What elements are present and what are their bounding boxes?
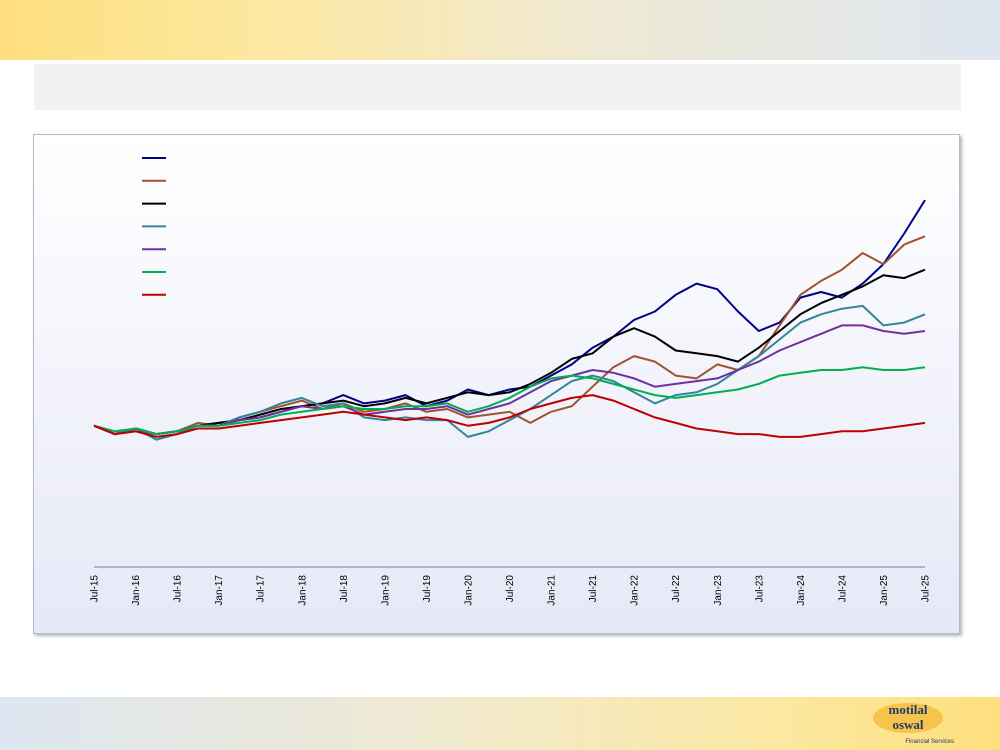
- series-line-7: [93, 394, 926, 438]
- x-tick-label: Jul-18: [339, 575, 350, 603]
- x-tick-label: Jul-23: [754, 575, 765, 603]
- x-tick-label: Jan-23: [713, 575, 724, 606]
- x-axis: Jul-15 Jan-16 Jul-16 Jan-17 Jul-17 Jan-18 Jul-…: [90, 566, 932, 606]
- line-chart: Jul-15 Jan-16 Jul-16 Jan-17 Jul-17 Jan-18 Jul-…: [90, 157, 932, 606]
- footer-band: [0, 697, 1000, 750]
- x-tick-label: Jul-20: [505, 575, 516, 603]
- company-logo: motilal oswal Financial Services: [873, 702, 954, 745]
- x-tick-label: Jul-16: [173, 575, 184, 603]
- series-line-4: [93, 304, 926, 441]
- x-tick-label: Jan-22: [630, 575, 641, 606]
- series-line-5: [93, 324, 926, 436]
- x-tick-label: Jan-19: [380, 575, 391, 606]
- x-tick-label: Jul-21: [588, 575, 599, 603]
- x-tick-label: Jul-15: [90, 575, 101, 603]
- chart-panel: Jul-15 Jan-16 Jul-16 Jan-17 Jul-17 Jan-18 Jul-…: [33, 134, 960, 634]
- series-line-6: [93, 366, 926, 436]
- x-tick-label: Jan-20: [463, 575, 474, 606]
- x-tick-label: Jul-25: [921, 575, 932, 603]
- series-line-1: [93, 199, 926, 436]
- logo-oval-icon: [873, 703, 943, 733]
- x-tick-label: Jul-24: [837, 575, 848, 603]
- header-band: [0, 0, 1000, 60]
- logo-line2: oswal: [892, 717, 923, 732]
- x-tick-label: Jan-24: [796, 575, 807, 606]
- x-tick-label: Jan-21: [547, 575, 558, 606]
- x-tick-label: Jul-19: [422, 575, 433, 603]
- logo-line1: motilal: [889, 702, 928, 717]
- x-tick-label: Jan-16: [131, 575, 142, 606]
- x-tick-label: Jan-18: [297, 575, 308, 606]
- x-tick-label: Jan-25: [879, 575, 890, 606]
- x-tick-label: Jul-22: [671, 575, 682, 603]
- logo-tagline: Financial Services: [905, 739, 954, 745]
- x-tick-label: Jan-17: [214, 575, 225, 606]
- chart-legend: [142, 157, 166, 296]
- title-bar: [34, 64, 961, 110]
- chart-series: [93, 199, 926, 441]
- x-tick-label: Jul-17: [256, 575, 267, 603]
